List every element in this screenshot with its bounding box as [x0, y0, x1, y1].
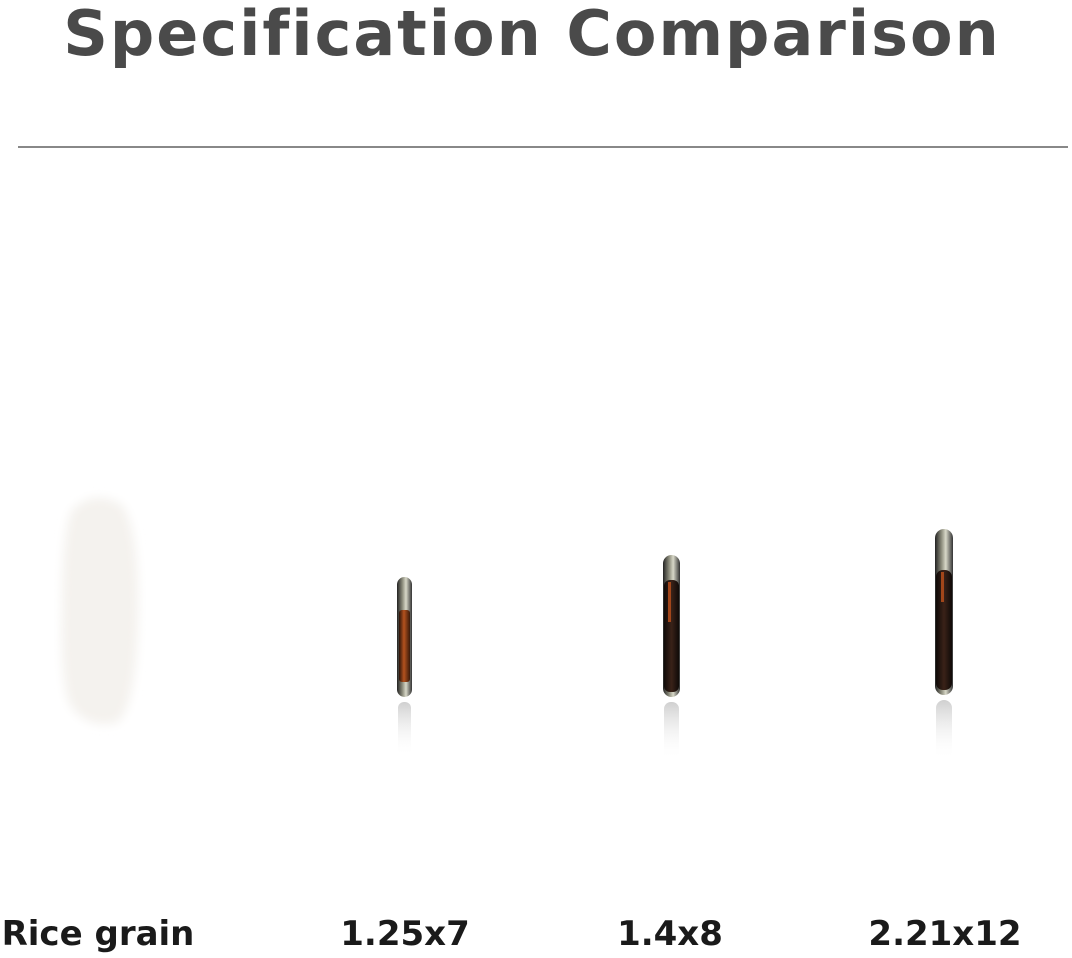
rice-grain-image — [61, 497, 139, 725]
chip-image — [397, 577, 412, 757]
chip-image — [935, 529, 953, 760]
item-label: 1.4x8 — [617, 914, 723, 954]
chip-image — [663, 555, 680, 760]
item-label: 2.21x12 — [868, 914, 1021, 954]
item-label: 1.25x7 — [340, 914, 469, 954]
title: Specification Comparison — [63, 0, 1001, 70]
item-label: Rice grain — [2, 914, 195, 954]
